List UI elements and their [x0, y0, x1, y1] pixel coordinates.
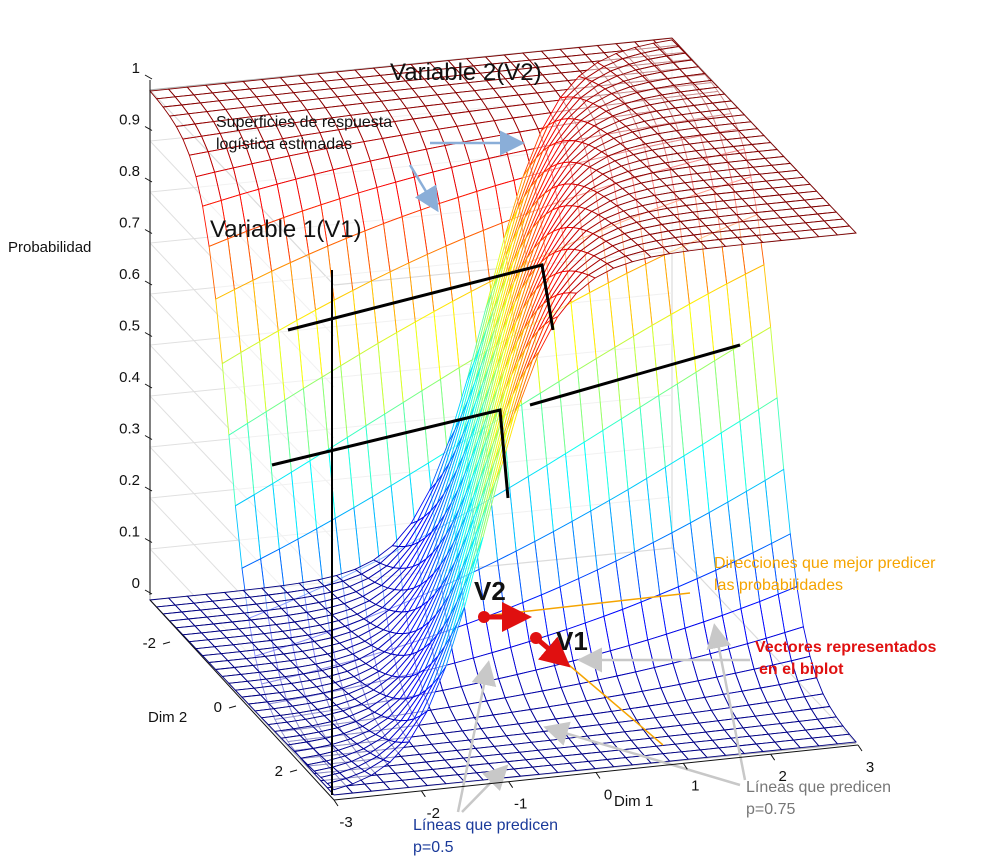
annot-vectors-2: en el biplot	[759, 661, 844, 678]
z-tick-mark	[144, 74, 153, 80]
x-tick-mark	[770, 753, 776, 761]
arrow-05-a	[456, 660, 497, 813]
x-tick-mark	[508, 781, 514, 788]
annot-lines075-2: p=0.75	[746, 801, 795, 818]
x-tick-mark	[333, 799, 339, 807]
x-axis-title: Dim 1	[614, 793, 653, 810]
v1-vector	[534, 636, 571, 668]
annot-lines05-1: Líneas que predicen	[413, 817, 558, 834]
x-tick-label: 1	[691, 777, 699, 794]
x-tick-mark	[420, 790, 426, 798]
arrow-075-b	[543, 721, 741, 787]
annot-lines05-2: p=0.5	[413, 839, 454, 856]
label-variable2: Variable 2(V2)	[390, 59, 542, 86]
y-tick-label: -2	[143, 635, 156, 652]
y-tick-mark	[289, 769, 298, 773]
y-tick-mark	[162, 641, 171, 645]
x-tick-label: -3	[339, 814, 352, 831]
z-tick-mark	[144, 280, 153, 286]
z-tick-label: 0.8	[119, 163, 140, 180]
label-v1: V1	[556, 626, 588, 656]
arrow-surface-v1	[408, 164, 439, 213]
y-tick-label: 2	[275, 763, 283, 780]
annot-lines075-1: Líneas que predicen	[746, 779, 891, 796]
label-variable1: Variable 1(V1)	[210, 216, 362, 243]
z-tick-mark	[144, 538, 153, 543]
y-axis-line	[149, 599, 335, 801]
y-axis: -2 0 2	[143, 599, 335, 801]
z-axis-title: Probabilidad	[8, 239, 91, 256]
contour-lines	[271, 263, 741, 499]
x-tick-label: -2	[427, 805, 440, 822]
x-tick-mark	[857, 744, 863, 752]
annotation-arrows	[408, 130, 750, 813]
annot-vectors-1: Vectores representados	[755, 639, 937, 656]
contour-v2-05	[529, 343, 741, 407]
z-tick-mark	[144, 229, 153, 234]
contour-v1-05	[271, 408, 510, 499]
annot-surfaces-1: Superficies de respuesta	[216, 114, 392, 131]
biplot-vectors	[478, 602, 571, 668]
z-tick-mark	[144, 486, 153, 492]
contour-v1-075	[287, 263, 555, 332]
z-tick-label: 0.3	[119, 421, 140, 438]
z-tick-mark	[144, 435, 153, 440]
z-tick-mark	[144, 177, 153, 183]
z-tick-label: 0.9	[119, 112, 140, 129]
annot-directions-1: Direcciones que mejor predicer	[714, 555, 936, 572]
x-axis: -3 -2 -1 0 1 2 3	[333, 744, 874, 831]
z-tick-label: 0.2	[119, 472, 140, 489]
z-tick-label: 0.1	[119, 524, 140, 541]
annot-surfaces-2: logística estimadas	[216, 136, 352, 153]
z-tick-mark	[144, 383, 153, 389]
y-tick-label: 0	[214, 699, 222, 716]
x-tick-label: -1	[514, 796, 527, 813]
arrow-075-a	[706, 623, 747, 781]
z-axis: 0 0.1 0.2 0.3 0.4 0.5 0.6 0.7 0.8 0.9 1	[119, 60, 153, 595]
y-tick-mark	[228, 705, 237, 709]
x-tick-mark	[682, 763, 688, 770]
arrow-05-b	[461, 764, 509, 813]
y-axis-title: Dim 2	[148, 709, 187, 726]
label-v2: V2	[474, 576, 506, 606]
x-tick-label: 0	[604, 787, 612, 804]
z-tick-label: 0	[132, 575, 140, 592]
x-tick-mark	[595, 772, 601, 779]
z-tick-label: 0.7	[119, 215, 140, 232]
x-tick-label: 2	[778, 768, 786, 785]
z-tick-label: 0.4	[119, 369, 140, 386]
z-tick-mark	[144, 332, 153, 337]
z-tick-label: 1	[132, 60, 140, 77]
annot-directions-2: las probabilidades	[714, 577, 843, 594]
z-tick-mark	[144, 589, 153, 595]
z-tick-mark	[144, 126, 153, 131]
z-tick-label: 0.6	[119, 266, 140, 283]
x-tick-label: 3	[866, 759, 874, 776]
z-tick-label: 0.5	[119, 318, 140, 335]
